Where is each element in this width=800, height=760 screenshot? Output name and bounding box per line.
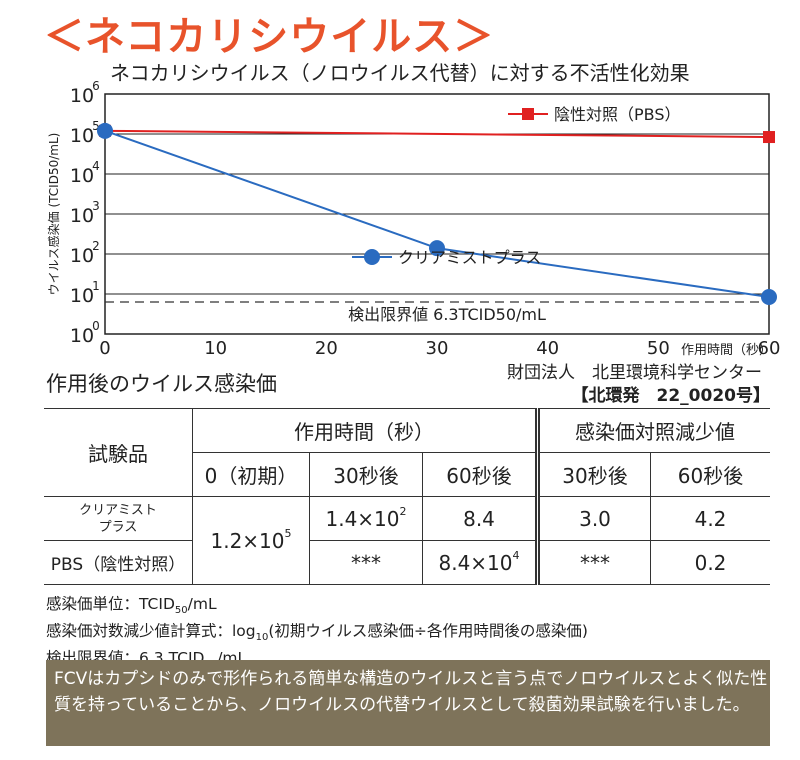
y-axis-label: ウイルス感染価 (TCID50/mL) [46, 133, 61, 296]
x-tick-label: 10 [204, 338, 227, 359]
data-point [429, 240, 445, 257]
note-formula: 感染価対数減少値計算式：log10(初期ウイルス感染価÷各作用時間後の感染価) [46, 622, 588, 644]
y-tick-exponent: 2 [92, 239, 100, 253]
header-test-item: 試験品 [44, 408, 193, 497]
x-tick-label: 20 [315, 338, 338, 359]
chart: ネコカリシウイルス（ノロウイルス代替）に対する不活性化効果 1001011021… [46, 61, 780, 359]
cell-pbs-r60: 0.2 [650, 540, 770, 585]
detection-limit-label: 検出限界値 6.3TCID50/mL [348, 305, 546, 324]
header-t0: 0（初期） [192, 452, 310, 497]
x-tick-label: 60 [758, 338, 781, 359]
note-unit: 感染価単位：TCID50/mL [46, 595, 217, 617]
x-tick-label: 50 [647, 338, 670, 359]
y-tick-exponent: 6 [92, 79, 100, 93]
y-tick-label: 10 [70, 205, 94, 227]
x-ticks: 0 10 20 30 40 50 60 [99, 338, 780, 359]
cell-clearmist-r30: 3.0 [535, 496, 651, 541]
y-tick-label: 10 [70, 245, 94, 267]
header-r60: 60秒後 [650, 452, 770, 497]
y-tick-label: 10 [70, 285, 94, 307]
data-point [97, 122, 113, 139]
x-axis-label: 作用時間（秒） [681, 343, 772, 358]
cell-pbs-t30: *** [309, 540, 423, 585]
cell-clearmist-t30: 1.4×102 [309, 496, 423, 541]
header-t60: 60秒後 [422, 452, 538, 497]
header-time-group: 作用時間（秒） [192, 408, 538, 453]
legend-marker [522, 108, 534, 120]
y-tick-label: 10 [70, 85, 94, 107]
results-table: 試験品 作用時間（秒） 感染価対照減少値 0（初期） 30秒後 60秒後 30秒… [44, 408, 770, 585]
header-t30: 30秒後 [309, 452, 423, 497]
series-layer: 陰性対照（PBS） クリアミストプラス [97, 105, 777, 306]
y-tick-exponent: 1 [92, 279, 100, 293]
chart-title: ネコカリシウイルス（ノロウイルス代替）に対する不活性化効果 [110, 61, 690, 85]
cell-clearmist-r60: 4.2 [650, 496, 770, 541]
legend-label: 陰性対照（PBS） [554, 105, 681, 124]
grid-lines [105, 133, 769, 295]
info-box: FCVはカプシドのみで形作られる簡単な構造のウイルスと言う点でノロウイルスとよく… [46, 660, 770, 746]
y-tick-exponent: 5 [92, 119, 100, 133]
header-r30: 30秒後 [535, 452, 651, 497]
page-title: ＜ネコカリシウイルス＞ [44, 14, 495, 60]
data-point [761, 289, 777, 306]
detection-limit: 検出限界値 6.3TCID50/mL [105, 301, 769, 324]
legend-label: クリアミストプラス [398, 248, 541, 267]
y-tick-label: 10 [70, 125, 94, 147]
x-tick-label: 0 [99, 338, 110, 359]
cell-pbs-t60: 8.4×104 [422, 540, 538, 585]
row-name-pbs: PBS（陰性対照） [44, 540, 193, 585]
results-heading: 作用後のウイルス感染価 [46, 372, 277, 396]
header-reduction-group: 感染価対照減少値 [535, 408, 770, 453]
series-line [104, 129, 770, 139]
table-row: PBS（陰性対照） *** 8.4×104 *** 0.2 [44, 540, 770, 585]
cell-initial: 1.2×105 [192, 496, 310, 585]
document-number: 【北環発 22_0020号】 [571, 386, 770, 406]
x-tick-label: 40 [536, 338, 559, 359]
cell-clearmist-t60: 8.4 [422, 496, 538, 541]
y-tick-exponent: 3 [92, 199, 100, 213]
organization-name: 財団法人 北里環境科学センター [507, 363, 762, 383]
table-row: クリアミスト プラス 1.2×105 1.4×102 8.4 3.0 4.2 [44, 496, 770, 585]
y-tick-exponent: 4 [92, 159, 100, 173]
y-tick-label: 10 [70, 325, 94, 347]
data-point [763, 131, 775, 144]
plot-frame [104, 93, 770, 335]
legend-marker [364, 249, 380, 265]
y-tick-exponent: 0 [92, 319, 100, 333]
row-name-clearmist: クリアミスト プラス [44, 496, 193, 541]
cell-pbs-r30: *** [535, 540, 651, 585]
y-tick-label: 10 [70, 165, 94, 187]
x-tick-label: 30 [426, 338, 449, 359]
